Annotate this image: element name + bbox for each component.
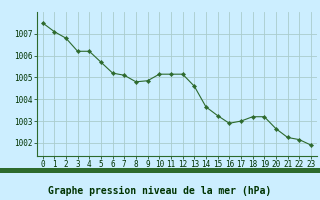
Text: Graphe pression niveau de la mer (hPa): Graphe pression niveau de la mer (hPa): [48, 186, 272, 196]
